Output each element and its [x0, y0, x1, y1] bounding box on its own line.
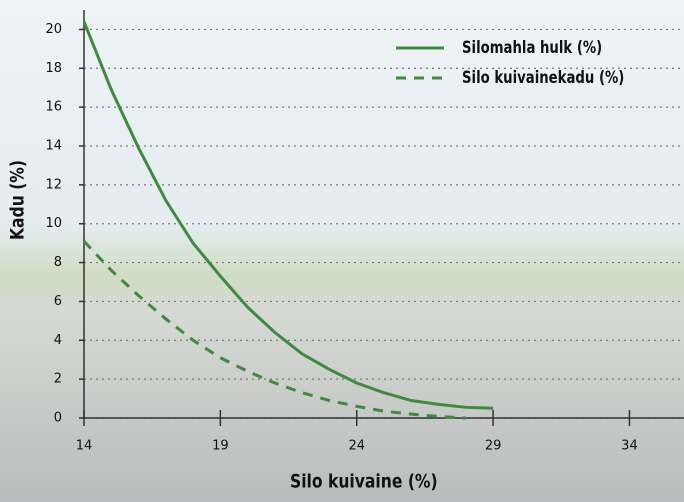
- y-tick-label: 20: [45, 22, 62, 37]
- y-tick-label: 4: [54, 333, 62, 348]
- y-tick-label: 14: [45, 139, 62, 154]
- y-tick-label: 6: [54, 294, 62, 309]
- line: [82, 240, 466, 420]
- y-tick-label: 18: [45, 61, 62, 76]
- x-tick-label: 14: [76, 439, 93, 454]
- x-tick-label: 34: [621, 439, 638, 454]
- legend-label: Silo kuivainekadu (%): [462, 67, 624, 87]
- y-axis-title: Kadu (%): [7, 160, 29, 240]
- y-tick-label: 10: [45, 216, 62, 231]
- y-tick-label: 16: [45, 100, 62, 115]
- x-tick-label: 19: [212, 439, 229, 454]
- legend-label: Silomahla hulk (%): [462, 37, 602, 57]
- y-tick-label: 8: [54, 255, 62, 270]
- x-tick-label: 29: [485, 439, 502, 454]
- y-tick-label: 0: [54, 411, 62, 426]
- x-axis-title: Silo kuivaine (%): [290, 471, 438, 493]
- x-tick-label: 24: [348, 439, 365, 454]
- y-tick-label: 12: [45, 177, 62, 192]
- y-tick-label: 2: [54, 372, 62, 387]
- line: [82, 21, 494, 410]
